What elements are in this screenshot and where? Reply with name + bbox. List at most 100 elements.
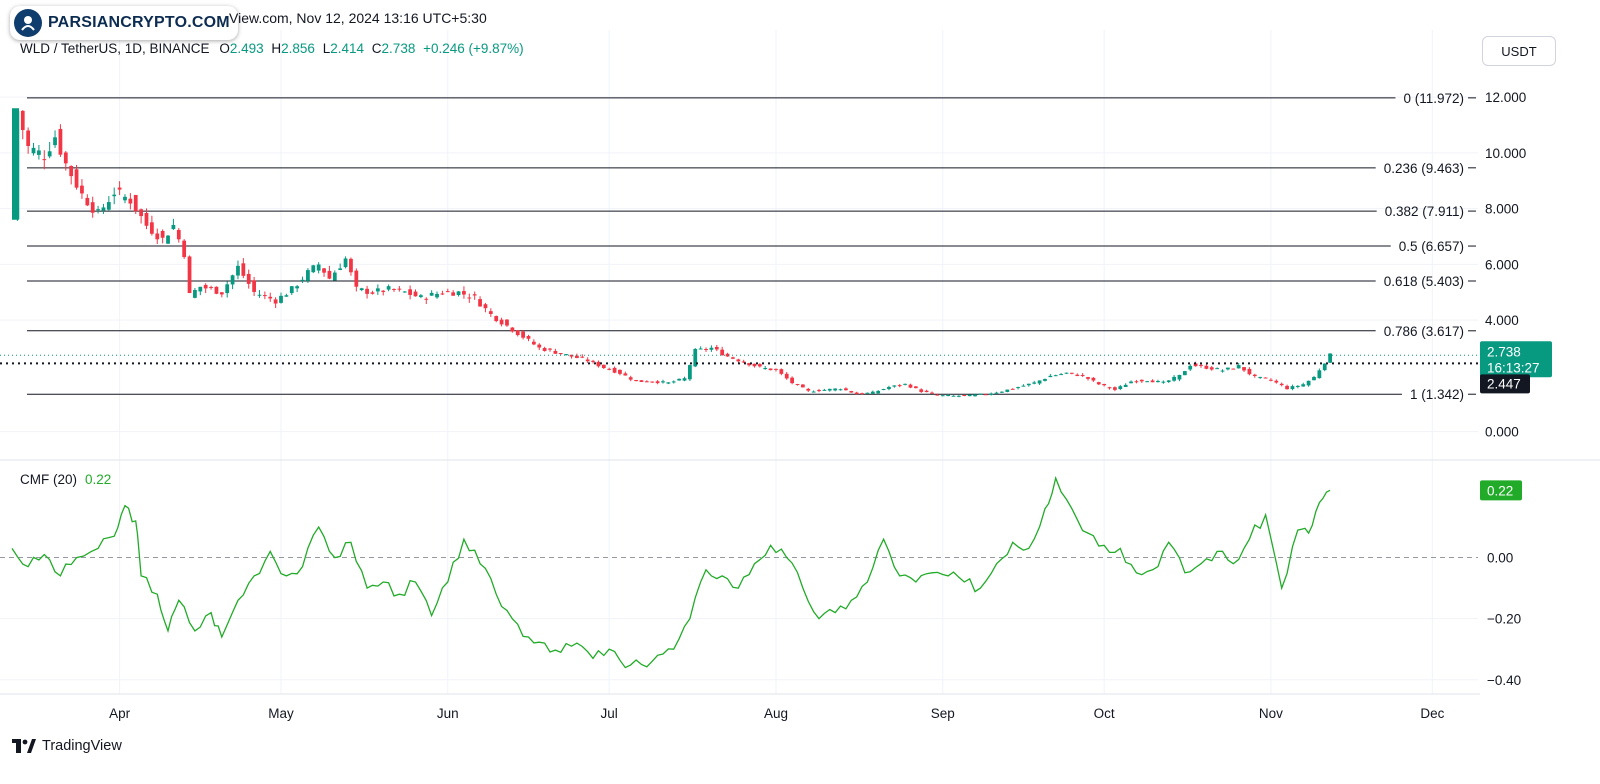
candle-body	[246, 273, 251, 284]
candle-body	[1252, 374, 1257, 377]
candle-body	[978, 393, 983, 395]
candle-body	[1080, 374, 1085, 376]
cmf-value-badge	[1480, 480, 1522, 501]
candle-body	[1285, 385, 1289, 390]
candle-body	[241, 263, 246, 276]
candle-body	[580, 356, 585, 358]
candle-body	[1295, 385, 1300, 387]
candle-body	[1177, 374, 1182, 380]
fibonacci-retracement[interactable]: 0 (11.972) 0.236 (9.463) 0.382 (7.911) 0.5 …	[27, 91, 1476, 402]
candle-body	[37, 150, 41, 155]
candle-body	[854, 392, 859, 395]
cmf-legend: CMF (20) 0.22	[20, 472, 111, 487]
candle-body	[359, 288, 364, 291]
candle-body	[903, 383, 907, 385]
candle-body	[962, 394, 967, 396]
symbol-label[interactable]: WLD / TetherUS, 1D, BINANCE	[20, 41, 210, 56]
candle-body	[569, 354, 574, 357]
candle-body	[123, 196, 127, 201]
candle-body	[370, 292, 375, 294]
current-price-text: 2.738	[1487, 344, 1521, 359]
candle-body	[946, 395, 951, 397]
candle-body	[1021, 385, 1026, 387]
candle-body	[720, 349, 725, 356]
time-axis[interactable]: Apr May Jun Jul Aug Sep Oct Nov Dec	[109, 706, 1444, 721]
countdown-text: 16:13:27	[1487, 360, 1540, 375]
candle-body	[704, 349, 708, 351]
candle-body	[47, 151, 52, 157]
candle-body	[677, 378, 682, 381]
candle-body	[811, 391, 816, 393]
candle-body	[424, 298, 429, 300]
candle-body	[644, 381, 649, 383]
candle-body	[881, 389, 886, 391]
candle-body	[445, 291, 450, 293]
candle-body	[1075, 374, 1080, 376]
candle-body	[203, 284, 208, 289]
candle-body	[1199, 364, 1203, 366]
cmf-axis[interactable]: 0.00 −0.20 −0.40	[1487, 551, 1521, 688]
candle-body	[311, 265, 316, 273]
candle-body	[467, 297, 472, 299]
candle-body	[499, 319, 504, 325]
grid-lines	[0, 30, 1478, 694]
candle-body	[1188, 365, 1193, 370]
candle-body	[42, 159, 47, 161]
change-value: +0.246 (+9.87%)	[423, 41, 524, 56]
candle-body	[628, 377, 633, 380]
candle-body	[591, 360, 595, 362]
tradingview-footer[interactable]: TradingView	[12, 738, 122, 754]
candle-body	[20, 110, 25, 131]
candle-body	[26, 130, 31, 147]
candle-body	[870, 391, 875, 394]
candle-body	[736, 359, 741, 362]
price-tick-label: 10.000	[1485, 146, 1526, 161]
candle-body	[844, 388, 848, 391]
candle-body	[601, 364, 606, 369]
time-tick-label: Aug	[764, 706, 788, 721]
candle-body	[392, 288, 396, 290]
candle-body	[1247, 368, 1252, 375]
time-tick-label: Jun	[437, 706, 459, 721]
brand-text: PARSIANCRYPTO.COM	[48, 14, 230, 31]
candle-body	[63, 152, 68, 164]
candle-body	[58, 128, 63, 155]
candle-body	[564, 354, 569, 356]
candle-body	[365, 288, 369, 294]
candle-body	[671, 381, 676, 383]
candle-body	[106, 202, 111, 210]
cmf-pane	[0, 475, 1478, 669]
candle-body	[1263, 377, 1268, 379]
candle-body	[96, 209, 100, 211]
candle-body	[53, 137, 57, 146]
cmf-value-text: 0.22	[1487, 483, 1513, 498]
candle-body	[822, 389, 827, 391]
candle-body	[1032, 382, 1037, 384]
candle-body	[381, 290, 386, 292]
candle-body	[725, 353, 730, 357]
candle-body	[456, 291, 461, 296]
candle-body	[171, 224, 176, 230]
currency-button[interactable]: USDT	[1482, 36, 1556, 66]
candle-body	[682, 378, 687, 381]
candle-body	[1145, 381, 1150, 383]
candle-body	[833, 388, 838, 391]
cmf-tick-label: −0.20	[1487, 612, 1521, 627]
candle-body	[338, 268, 343, 270]
candle-body	[419, 295, 423, 298]
candle-body	[1139, 379, 1144, 382]
candle-body	[784, 373, 789, 379]
candle-body	[1129, 381, 1133, 384]
cmf-title[interactable]: CMF (20)	[20, 472, 77, 487]
candle-body	[402, 291, 407, 293]
candle-body	[913, 386, 918, 389]
candle-body	[515, 330, 520, 336]
candle-body	[1096, 382, 1101, 385]
candle-body	[661, 381, 665, 383]
price-axis[interactable]: 12.000 10.000 8.000 6.000 4.000 0.000	[1485, 90, 1526, 440]
candle-body	[924, 390, 929, 393]
candle-body	[865, 392, 870, 394]
candle-body	[435, 293, 439, 298]
candle-body	[262, 295, 267, 297]
